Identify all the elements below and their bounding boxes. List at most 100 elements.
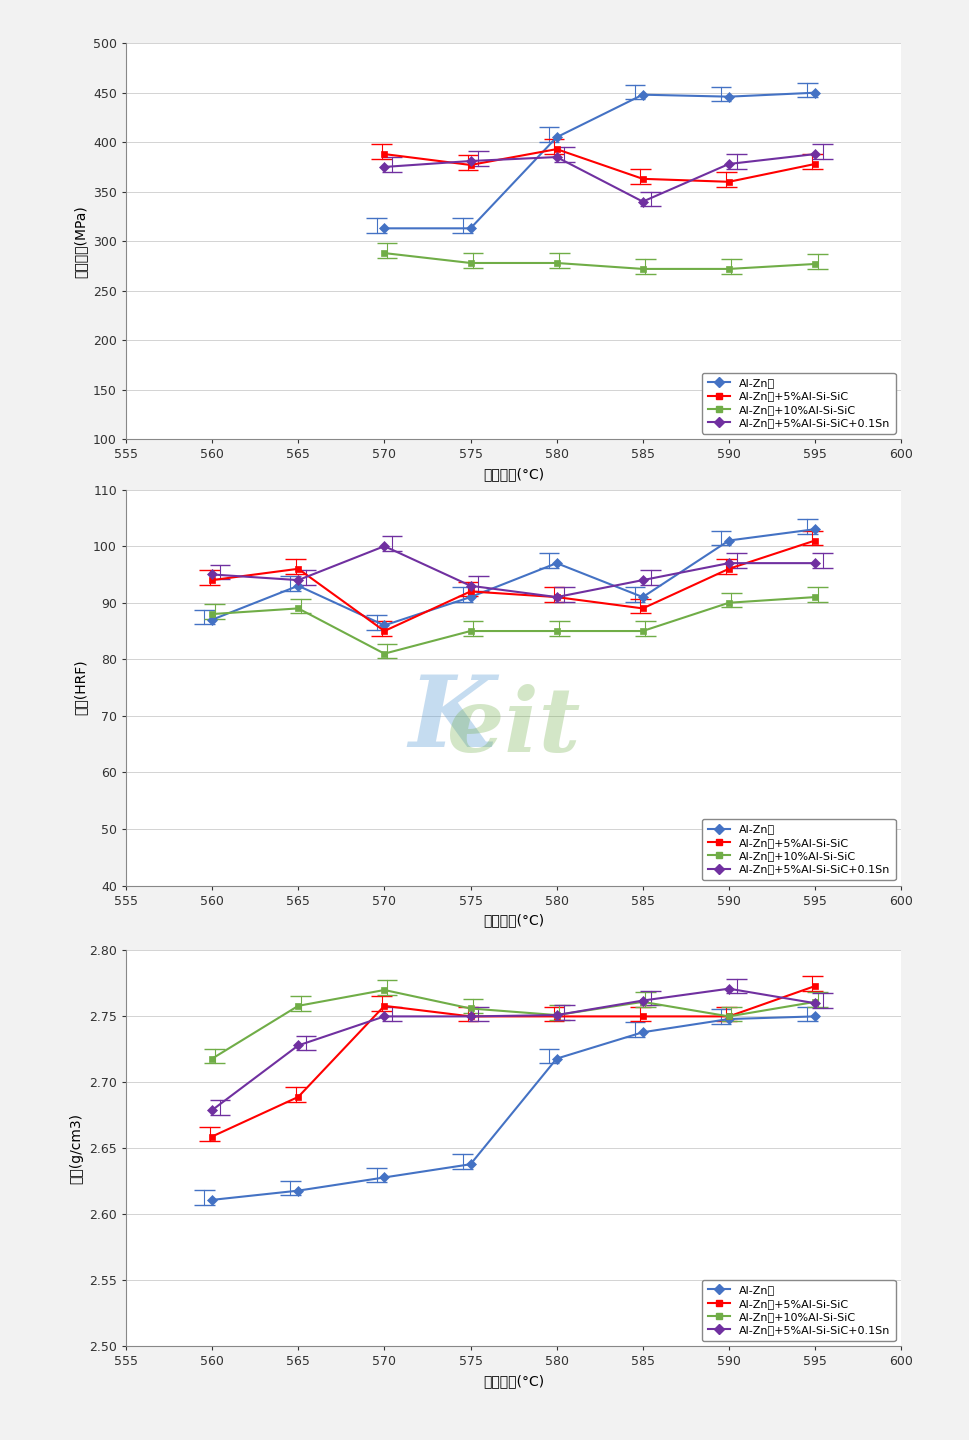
Al-Zn계 [723,1011,735,1028]
Al-Zn계+5%Al-Si-SiC+0.1Sn [550,1007,562,1024]
Al-Zn계+5%Al-Si-SiC+0.1Sn [379,537,391,554]
Al-Zn계+5%Al-Si-SiC [550,1008,562,1025]
Al-Zn계+5%Al-Si-SiC+0.1Sn [809,995,821,1012]
Al-Zn계+10%Al-Si-SiC [637,994,648,1011]
Al-Zn계+10%Al-Si-SiC [809,255,821,272]
Al-Zn계 [637,589,648,606]
X-axis label: 소결온도(°C): 소결온도(°C) [483,1374,545,1388]
Al-Zn계+10%Al-Si-SiC [550,1007,562,1024]
Al-Zn계 [550,128,562,145]
Line: Al-Zn계+10%Al-Si-SiC: Al-Zn계+10%Al-Si-SiC [381,249,819,272]
Al-Zn계 [550,554,562,572]
Al-Zn계+10%Al-Si-SiC [723,595,735,612]
Al-Zn계+10%Al-Si-SiC [465,999,477,1017]
Legend: Al-Zn계, Al-Zn계+5%Al-Si-SiC, Al-Zn계+10%Al-Si-SiC, Al-Zn계+5%Al-Si-SiC+0.1Sn: Al-Zn계, Al-Zn계+5%Al-Si-SiC, Al-Zn계+10%Al… [702,373,895,433]
Text: eit: eit [447,684,580,770]
Al-Zn계+10%Al-Si-SiC [723,261,735,278]
Al-Zn계+5%Al-Si-SiC+0.1Sn [293,1037,304,1054]
Al-Zn계+5%Al-Si-SiC+0.1Sn [723,156,735,173]
Al-Zn계+5%Al-Si-SiC+0.1Sn [809,145,821,163]
Legend: Al-Zn계, Al-Zn계+5%Al-Si-SiC, Al-Zn계+10%Al-Si-SiC, Al-Zn계+5%Al-Si-SiC+0.1Sn: Al-Zn계, Al-Zn계+5%Al-Si-SiC, Al-Zn계+10%Al… [702,1280,895,1341]
Al-Zn계+10%Al-Si-SiC [206,1050,218,1067]
Al-Zn계+10%Al-Si-SiC [379,982,391,999]
Al-Zn계+5%Al-Si-SiC [293,560,304,577]
Al-Zn계 [637,1024,648,1041]
Al-Zn계 [293,577,304,595]
Line: Al-Zn계: Al-Zn계 [381,89,819,232]
Line: Al-Zn계+10%Al-Si-SiC: Al-Zn계+10%Al-Si-SiC [208,593,819,657]
Al-Zn계 [379,616,391,634]
X-axis label: 소결온도(°C): 소결온도(°C) [483,467,545,481]
Al-Zn계+10%Al-Si-SiC [637,622,648,639]
Al-Zn계+10%Al-Si-SiC [379,645,391,662]
Al-Zn계 [809,1008,821,1025]
Y-axis label: 인장강도(MPa): 인장강도(MPa) [74,204,87,278]
Line: Al-Zn계+5%Al-Si-SiC: Al-Zn계+5%Al-Si-SiC [208,982,819,1140]
Al-Zn계 [465,589,477,606]
Al-Zn계+5%Al-Si-SiC+0.1Sn [465,153,477,170]
Al-Zn계+10%Al-Si-SiC [465,255,477,272]
Al-Zn계+5%Al-Si-SiC [723,1008,735,1025]
Al-Zn계+5%Al-Si-SiC+0.1Sn [379,158,391,176]
Al-Zn계+5%Al-Si-SiC [293,1089,304,1106]
Al-Zn계+10%Al-Si-SiC [379,245,391,262]
Al-Zn계+5%Al-Si-SiC [637,170,648,187]
Line: Al-Zn계+5%Al-Si-SiC+0.1Sn: Al-Zn계+5%Al-Si-SiC+0.1Sn [381,151,819,204]
Al-Zn계 [465,1156,477,1174]
Al-Zn계 [379,220,391,238]
Al-Zn계+5%Al-Si-SiC [550,141,562,158]
Al-Zn계+10%Al-Si-SiC [550,622,562,639]
Al-Zn계+10%Al-Si-SiC [465,622,477,639]
Al-Zn계+10%Al-Si-SiC [723,1008,735,1025]
Al-Zn계+10%Al-Si-SiC [637,261,648,278]
Y-axis label: 밀도(g/cm3): 밀도(g/cm3) [70,1113,83,1184]
Al-Zn계+5%Al-Si-SiC [550,589,562,606]
Al-Zn계 [723,88,735,105]
Line: Al-Zn계+5%Al-Si-SiC+0.1Sn: Al-Zn계+5%Al-Si-SiC+0.1Sn [208,543,819,600]
Y-axis label: 경도(HRF): 경도(HRF) [74,660,87,716]
X-axis label: 소결온도(°C): 소결온도(°C) [483,913,545,927]
Al-Zn계 [723,531,735,549]
Al-Zn계 [293,1182,304,1200]
Legend: Al-Zn계, Al-Zn계+5%Al-Si-SiC, Al-Zn계+10%Al-Si-SiC, Al-Zn계+5%Al-Si-SiC+0.1Sn: Al-Zn계, Al-Zn계+5%Al-Si-SiC, Al-Zn계+10%Al… [702,819,895,880]
Al-Zn계+5%Al-Si-SiC+0.1Sn [637,572,648,589]
Al-Zn계+5%Al-Si-SiC [723,173,735,190]
Al-Zn계+5%Al-Si-SiC+0.1Sn [723,981,735,998]
Al-Zn계+10%Al-Si-SiC [293,599,304,616]
Al-Zn계+5%Al-Si-SiC+0.1Sn [379,1008,391,1025]
Al-Zn계+5%Al-Si-SiC [809,531,821,549]
Al-Zn계 [809,520,821,537]
Al-Zn계+10%Al-Si-SiC [293,998,304,1015]
Al-Zn계+5%Al-Si-SiC+0.1Sn [465,577,477,595]
Al-Zn계+5%Al-Si-SiC+0.1Sn [293,572,304,589]
Al-Zn계+5%Al-Si-SiC [379,622,391,639]
Al-Zn계+5%Al-Si-SiC [809,156,821,173]
Al-Zn계+10%Al-Si-SiC [550,255,562,272]
Al-Zn계+5%Al-Si-SiC+0.1Sn [809,554,821,572]
Al-Zn계 [206,611,218,628]
Al-Zn계+5%Al-Si-SiC [637,599,648,616]
Line: Al-Zn계+5%Al-Si-SiC+0.1Sn: Al-Zn계+5%Al-Si-SiC+0.1Sn [208,985,819,1113]
Al-Zn계+5%Al-Si-SiC [206,1128,218,1145]
Al-Zn계 [637,86,648,104]
Al-Zn계+5%Al-Si-SiC [379,145,391,163]
Al-Zn계+10%Al-Si-SiC [206,605,218,622]
Al-Zn계+5%Al-Si-SiC+0.1Sn [206,1102,218,1119]
Al-Zn계+5%Al-Si-SiC [465,583,477,600]
Al-Zn계 [809,84,821,101]
Line: Al-Zn계+10%Al-Si-SiC: Al-Zn계+10%Al-Si-SiC [208,986,819,1063]
Al-Zn계 [206,1191,218,1208]
Al-Zn계 [550,1050,562,1067]
Al-Zn계 [465,220,477,238]
Al-Zn계+5%Al-Si-SiC [206,572,218,589]
Al-Zn계+5%Al-Si-SiC [637,1008,648,1025]
Al-Zn계+5%Al-Si-SiC [465,157,477,174]
Al-Zn계+5%Al-Si-SiC+0.1Sn [465,1008,477,1025]
Line: Al-Zn계+5%Al-Si-SiC: Al-Zn계+5%Al-Si-SiC [381,145,819,186]
Text: K: K [408,671,495,768]
Al-Zn계+10%Al-Si-SiC [809,994,821,1011]
Al-Zn계+5%Al-Si-SiC [379,998,391,1015]
Al-Zn계+5%Al-Si-SiC [723,560,735,577]
Al-Zn계+5%Al-Si-SiC+0.1Sn [637,193,648,210]
Al-Zn계+5%Al-Si-SiC+0.1Sn [206,566,218,583]
